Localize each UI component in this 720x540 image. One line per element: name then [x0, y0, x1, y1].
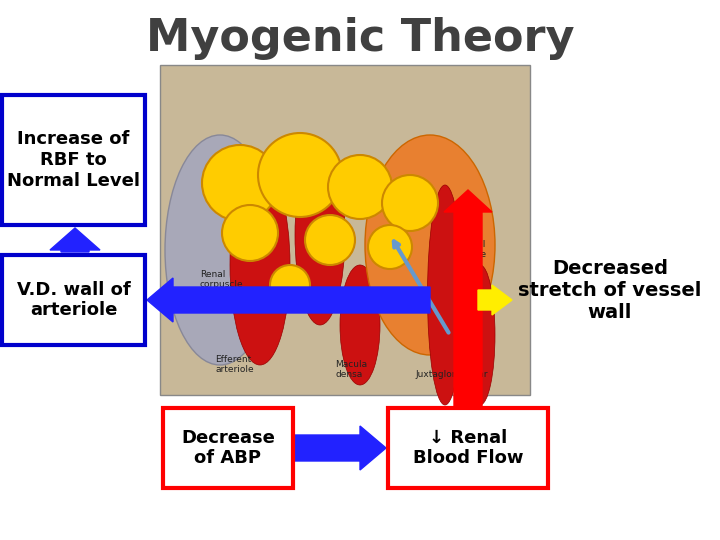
Text: Increase of
RBF to
Normal Level: Increase of RBF to Normal Level	[7, 130, 140, 190]
Text: Renal
nerve: Renal nerve	[460, 240, 486, 259]
Ellipse shape	[465, 265, 495, 405]
Ellipse shape	[428, 185, 462, 405]
Polygon shape	[444, 190, 492, 406]
Polygon shape	[147, 278, 430, 322]
Polygon shape	[294, 426, 386, 470]
Text: Efferent
arteriole: Efferent arteriole	[215, 355, 253, 374]
Ellipse shape	[365, 135, 495, 355]
Text: Juxtaglomerular: Juxtaglomerular	[415, 370, 487, 389]
Polygon shape	[50, 228, 100, 252]
Bar	[388, 408, 548, 488]
Circle shape	[368, 225, 412, 269]
Bar	[2, 255, 145, 345]
Circle shape	[305, 215, 355, 265]
Circle shape	[258, 133, 342, 217]
Bar	[163, 408, 293, 488]
Text: Macula
densa: Macula densa	[335, 360, 367, 380]
Circle shape	[222, 205, 278, 261]
Bar	[160, 65, 530, 395]
Circle shape	[270, 265, 310, 305]
Ellipse shape	[295, 145, 345, 325]
Text: V.D. wall of
arteriole: V.D. wall of arteriole	[17, 281, 130, 319]
Text: ↓ Renal
Blood Flow: ↓ Renal Blood Flow	[413, 429, 523, 468]
Ellipse shape	[230, 165, 290, 365]
Ellipse shape	[165, 135, 275, 365]
Polygon shape	[478, 285, 512, 315]
Text: Decrease
of ABP: Decrease of ABP	[181, 429, 275, 468]
Bar	[2, 95, 145, 225]
Ellipse shape	[340, 265, 380, 385]
Circle shape	[382, 175, 438, 231]
Circle shape	[328, 155, 392, 219]
Circle shape	[202, 145, 278, 221]
Text: Decreased
stretch of vessel
wall: Decreased stretch of vessel wall	[518, 259, 702, 321]
Text: Renal
corpuscle: Renal corpuscle	[200, 270, 243, 289]
Text: Myogenic Theory: Myogenic Theory	[145, 17, 575, 59]
